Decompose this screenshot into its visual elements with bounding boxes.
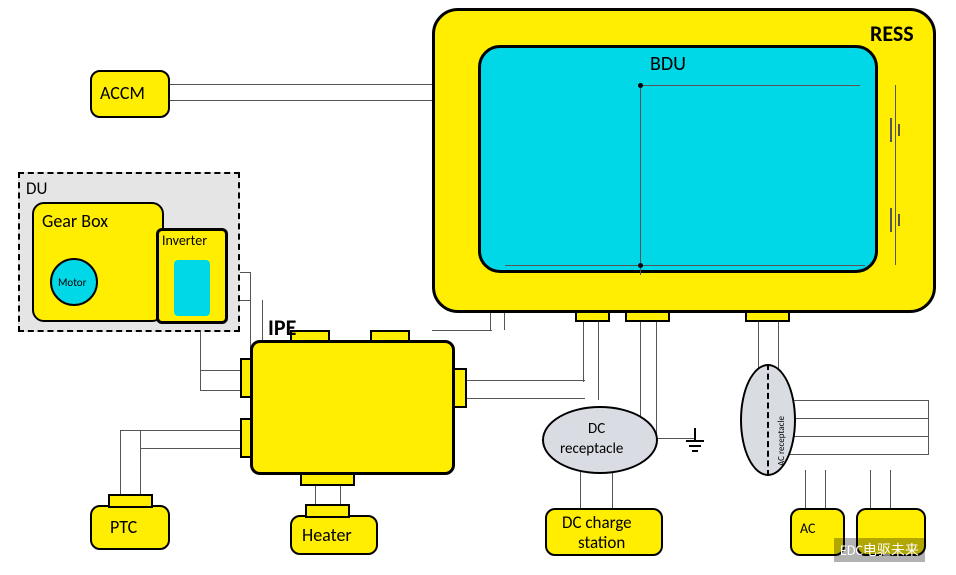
wire xyxy=(825,470,826,510)
wire xyxy=(505,265,865,266)
wire xyxy=(170,100,432,101)
ptc-label: PTC xyxy=(110,516,137,538)
wire xyxy=(656,438,696,439)
wire xyxy=(778,454,928,455)
wire xyxy=(928,400,929,455)
wire xyxy=(580,470,581,510)
dc-receptacle-label2: receptacle xyxy=(560,440,623,458)
wire xyxy=(432,330,492,331)
wire xyxy=(870,470,871,510)
dc-station-label1: DC charge xyxy=(562,512,632,533)
bdu-block xyxy=(478,45,878,273)
watermark: EDC电驱未来 xyxy=(834,538,925,562)
wire xyxy=(170,84,432,85)
wire xyxy=(890,470,891,510)
wire xyxy=(895,85,896,265)
wire xyxy=(778,400,928,401)
inverter-label: Inverter xyxy=(162,232,207,249)
node-dot xyxy=(638,263,643,268)
ipe-connector xyxy=(453,368,467,408)
node-dot xyxy=(638,83,643,88)
ipe-label: IPE xyxy=(268,314,296,341)
wire xyxy=(598,310,599,400)
heater-label: Heater xyxy=(302,524,352,546)
ac-receptacle-divider xyxy=(767,364,769,476)
bdu-label: BDU xyxy=(650,52,686,76)
wire xyxy=(778,436,928,437)
heater-connector xyxy=(305,504,350,518)
wire xyxy=(120,430,252,431)
ac-box1-label: AC xyxy=(800,520,815,537)
wire xyxy=(140,448,252,449)
motor-label: Motor xyxy=(58,276,86,289)
accm-label: ACCM xyxy=(100,82,145,104)
ipe-block xyxy=(250,340,455,475)
wire xyxy=(612,470,613,510)
gearbox-label: Gear Box xyxy=(42,210,108,232)
wire xyxy=(805,470,806,510)
wire xyxy=(778,418,928,419)
ptc-connector xyxy=(108,494,153,508)
dc-station-label2: station xyxy=(578,532,625,553)
wire xyxy=(455,398,585,399)
wire xyxy=(200,322,201,390)
wire xyxy=(455,380,585,381)
inverter-inner xyxy=(174,260,210,316)
ress-label: RESS xyxy=(870,20,914,47)
dc-receptacle-label1: DC xyxy=(588,420,605,438)
wire xyxy=(640,85,860,86)
ac-receptacle-label: AC receptacle xyxy=(776,416,787,466)
du-label: DU xyxy=(26,178,47,199)
wire xyxy=(640,85,641,275)
